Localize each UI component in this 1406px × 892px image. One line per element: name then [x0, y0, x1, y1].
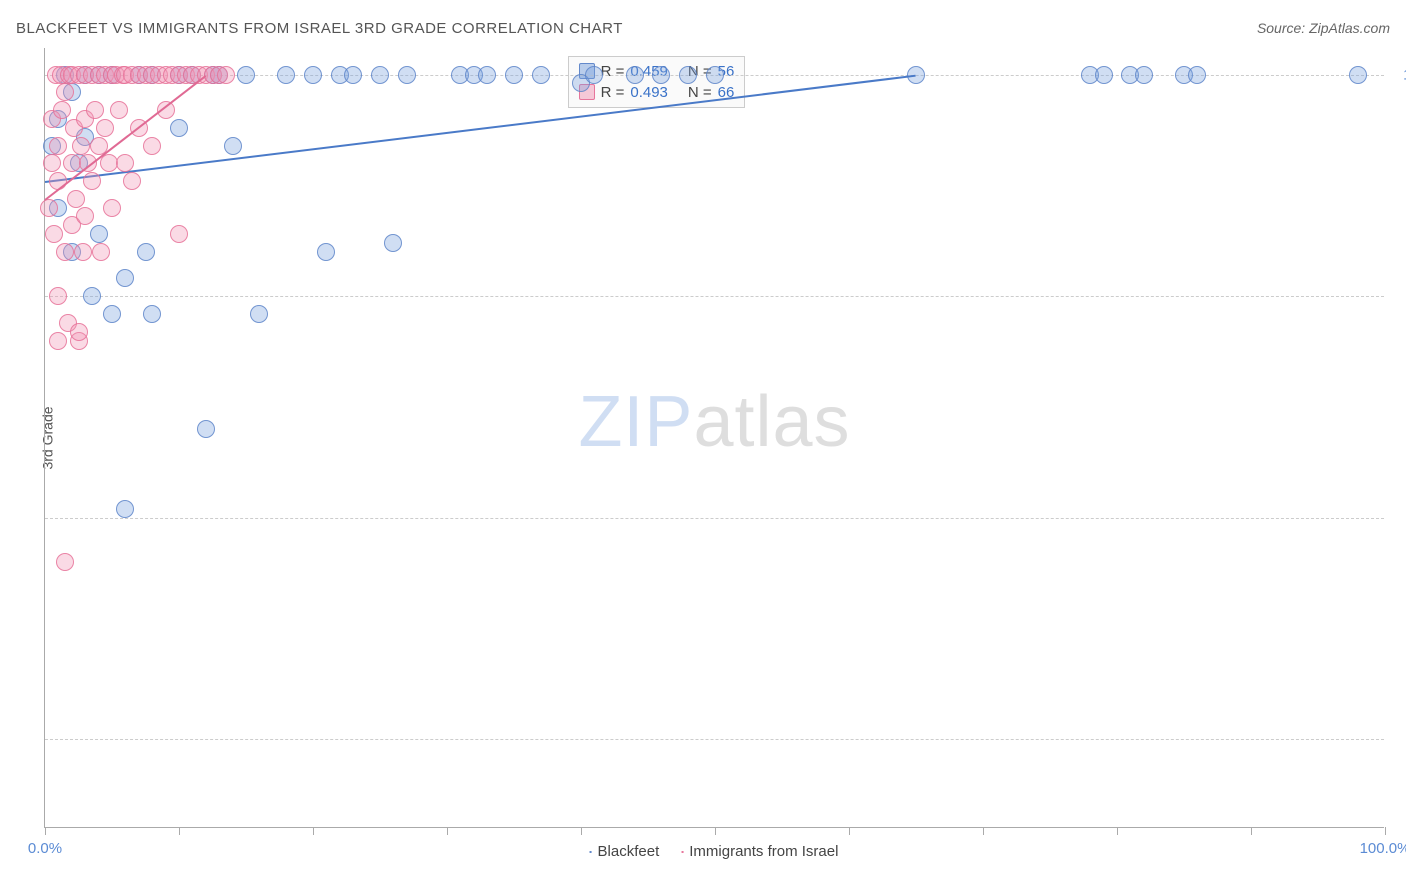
- data-point: [56, 553, 74, 571]
- data-point: [170, 119, 188, 137]
- data-point: [224, 137, 242, 155]
- data-point: [250, 305, 268, 323]
- x-tick: [313, 827, 314, 835]
- data-point: [371, 66, 389, 84]
- data-point: [72, 137, 90, 155]
- data-point: [96, 119, 114, 137]
- data-point: [83, 172, 101, 190]
- x-tick: [45, 827, 46, 835]
- legend-item-israel: Immigrants from Israel: [681, 843, 838, 860]
- r-label: R =: [601, 63, 625, 80]
- x-tick: [179, 827, 180, 835]
- data-point: [40, 199, 58, 217]
- data-point: [123, 172, 141, 190]
- r-value-israel: 0.493: [630, 84, 668, 101]
- chart-container: 3rd Grade ZIPatlas R = 0.459 N = 56 R = …: [44, 48, 1384, 828]
- n-label: N =: [688, 84, 712, 101]
- data-point: [626, 66, 644, 84]
- data-point: [706, 66, 724, 84]
- watermark-zip: ZIP: [578, 382, 693, 462]
- x-tick: [447, 827, 448, 835]
- data-point: [197, 420, 215, 438]
- data-point: [74, 243, 92, 261]
- y-tick-label: 100.0%: [1394, 66, 1406, 83]
- data-point: [49, 287, 67, 305]
- source-label: Source: ZipAtlas.com: [1257, 20, 1390, 36]
- watermark-atlas: atlas: [693, 382, 850, 462]
- data-point: [277, 66, 295, 84]
- data-point: [505, 66, 523, 84]
- gridline-h: [45, 518, 1384, 519]
- data-point: [83, 287, 101, 305]
- y-tick-label: 97.5%: [1394, 288, 1406, 305]
- y-tick-label: 95.0%: [1394, 509, 1406, 526]
- data-point: [70, 323, 88, 341]
- data-point: [86, 101, 104, 119]
- data-point: [90, 225, 108, 243]
- data-point: [49, 137, 67, 155]
- data-point: [56, 83, 74, 101]
- chart-title: BLACKFEET VS IMMIGRANTS FROM ISRAEL 3RD …: [16, 20, 623, 37]
- data-point: [478, 66, 496, 84]
- legend-label-blackfeet: Blackfeet: [598, 843, 660, 860]
- data-point: [53, 101, 71, 119]
- data-point: [170, 225, 188, 243]
- data-point: [585, 66, 603, 84]
- data-point: [76, 207, 94, 225]
- data-point: [116, 500, 134, 518]
- x-tick-label: 0.0%: [28, 840, 62, 857]
- x-tick: [1117, 827, 1118, 835]
- data-point: [398, 66, 416, 84]
- gridline-h: [45, 296, 1384, 297]
- data-point: [116, 269, 134, 287]
- data-point: [49, 332, 67, 350]
- legend-label-israel: Immigrants from Israel: [689, 843, 838, 860]
- data-point: [137, 243, 155, 261]
- watermark: ZIPatlas: [578, 381, 850, 463]
- data-point: [652, 66, 670, 84]
- data-point: [1135, 66, 1153, 84]
- x-tick: [983, 827, 984, 835]
- x-tick-label: 100.0%: [1360, 840, 1406, 857]
- legend-swatch-blue: [590, 851, 592, 853]
- data-point: [103, 305, 121, 323]
- data-point: [679, 66, 697, 84]
- data-point: [532, 66, 550, 84]
- data-point: [103, 199, 121, 217]
- data-point: [45, 225, 63, 243]
- data-point: [237, 66, 255, 84]
- data-point: [143, 305, 161, 323]
- x-tick: [1251, 827, 1252, 835]
- data-point: [1349, 66, 1367, 84]
- data-point: [43, 154, 61, 172]
- legend-item-blackfeet: Blackfeet: [590, 843, 660, 860]
- data-point: [344, 66, 362, 84]
- y-tick-label: 92.5%: [1394, 731, 1406, 748]
- x-tick: [581, 827, 582, 835]
- x-tick: [715, 827, 716, 835]
- gridline-h: [45, 739, 1384, 740]
- data-point: [1095, 66, 1113, 84]
- plot-area: ZIPatlas R = 0.459 N = 56 R = 0.493 N = …: [44, 48, 1384, 828]
- series-legend: Blackfeet Immigrants from Israel: [590, 843, 839, 860]
- data-point: [1188, 66, 1206, 84]
- data-point: [56, 243, 74, 261]
- data-point: [116, 154, 134, 172]
- data-point: [67, 190, 85, 208]
- x-tick: [1385, 827, 1386, 835]
- r-label: R =: [601, 84, 625, 101]
- x-tick: [849, 827, 850, 835]
- data-point: [92, 243, 110, 261]
- data-point: [317, 243, 335, 261]
- legend-swatch-pink: [681, 851, 683, 853]
- data-point: [217, 66, 235, 84]
- data-point: [143, 137, 161, 155]
- data-point: [384, 234, 402, 252]
- data-point: [304, 66, 322, 84]
- data-point: [110, 101, 128, 119]
